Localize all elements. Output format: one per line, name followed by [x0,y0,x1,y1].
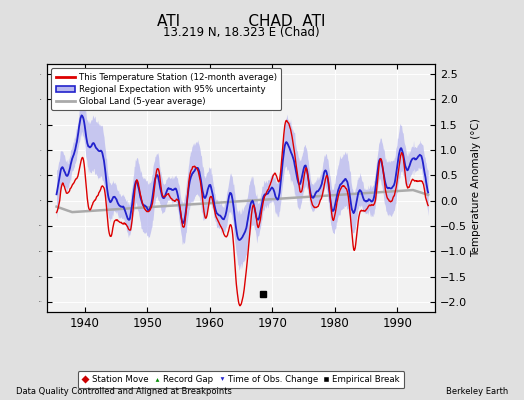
Legend: Station Move, Record Gap, Time of Obs. Change, Empirical Break: Station Move, Record Gap, Time of Obs. C… [78,371,405,388]
Text: ATI              CHAD  ATI: ATI CHAD ATI [157,14,325,29]
Text: Berkeley Earth: Berkeley Earth [446,387,508,396]
Text: Data Quality Controlled and Aligned at Breakpoints: Data Quality Controlled and Aligned at B… [16,387,232,396]
Y-axis label: Temperature Anomaly (°C): Temperature Anomaly (°C) [471,118,481,258]
Text: 13.219 N, 18.323 E (Chad): 13.219 N, 18.323 E (Chad) [163,26,319,39]
